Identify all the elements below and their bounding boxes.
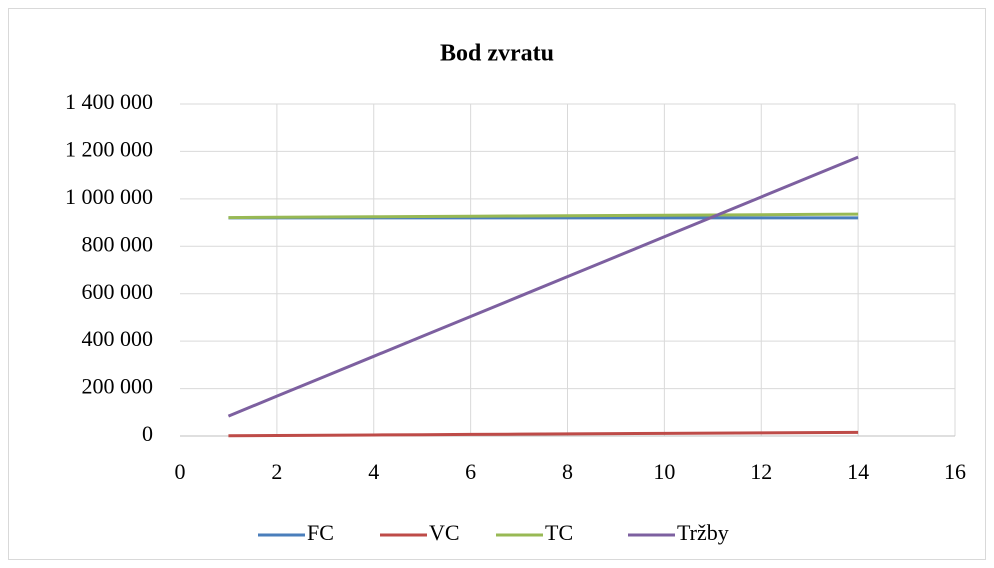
x-tick-label: 2 (271, 459, 282, 484)
series-line (227, 155, 859, 418)
x-tick-label: 8 (562, 459, 573, 484)
series-line (228, 430, 859, 438)
x-tick-label: 12 (750, 459, 772, 484)
chart-border (8, 8, 986, 560)
y-tick-label: 400 000 (82, 326, 154, 351)
legend-label: FC (307, 520, 334, 545)
legend-label: TC (545, 520, 573, 545)
x-tick-label: 16 (944, 459, 966, 484)
y-tick-label: 0 (142, 421, 153, 446)
x-tick-label: 10 (653, 459, 675, 484)
x-tick-label: 4 (368, 459, 379, 484)
chart-title: Bod zvratu (440, 41, 554, 67)
x-tick-label: 6 (465, 459, 476, 484)
y-tick-label: 1 200 000 (65, 136, 153, 161)
y-tick-label: 1 000 000 (65, 184, 153, 209)
x-tick-label: 14 (847, 459, 869, 484)
x-tick-label: 0 (175, 459, 186, 484)
y-tick-label: 1 400 000 (65, 89, 153, 114)
legend-label: VC (429, 520, 460, 545)
y-tick-label: 200 000 (82, 374, 154, 399)
series-line (228, 212, 859, 220)
y-tick-label: 800 000 (82, 231, 154, 256)
legend-label: Tržby (677, 520, 729, 545)
y-tick-label: 600 000 (82, 279, 154, 304)
